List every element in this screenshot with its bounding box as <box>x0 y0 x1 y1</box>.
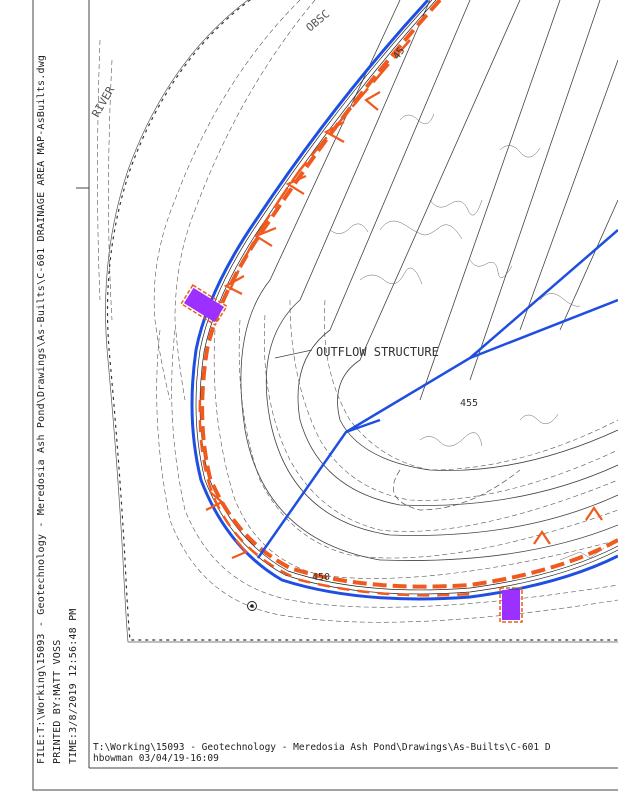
channel-line <box>192 0 618 599</box>
design-line <box>393 470 520 510</box>
sheet-border <box>33 0 618 790</box>
print-time-text: TIME:3/8/2019 12:56:48 PM <box>68 608 79 764</box>
contour-label-450: 450 <box>312 572 330 583</box>
river-label: RIVER <box>89 84 117 120</box>
printed-by-text: PRINTED BY:MATT VOSS <box>52 640 63 764</box>
berm-line <box>202 0 618 587</box>
user-date-text: hbowman 03/04/19-16:09 <box>93 753 219 764</box>
crest-lines <box>196 0 618 594</box>
outflow-structure-label: OUTFLOW STRUCTURE <box>316 345 439 359</box>
contour-label-455: 455 <box>460 398 478 409</box>
drawing-path-text: T:\Working\15093 - Geotechnology - Mered… <box>93 742 551 753</box>
berm-line-lower <box>200 400 470 595</box>
berm-line-upper <box>230 40 410 290</box>
monument-marker-icon <box>248 602 257 611</box>
file-path-text: FILE:T:\Working\15093 - Geotechnology - … <box>36 55 47 764</box>
dashed-contours <box>98 0 618 622</box>
survey-detail <box>330 114 604 560</box>
outflow-structure-lower <box>500 588 522 622</box>
obscured-label: OBSC <box>304 7 333 34</box>
